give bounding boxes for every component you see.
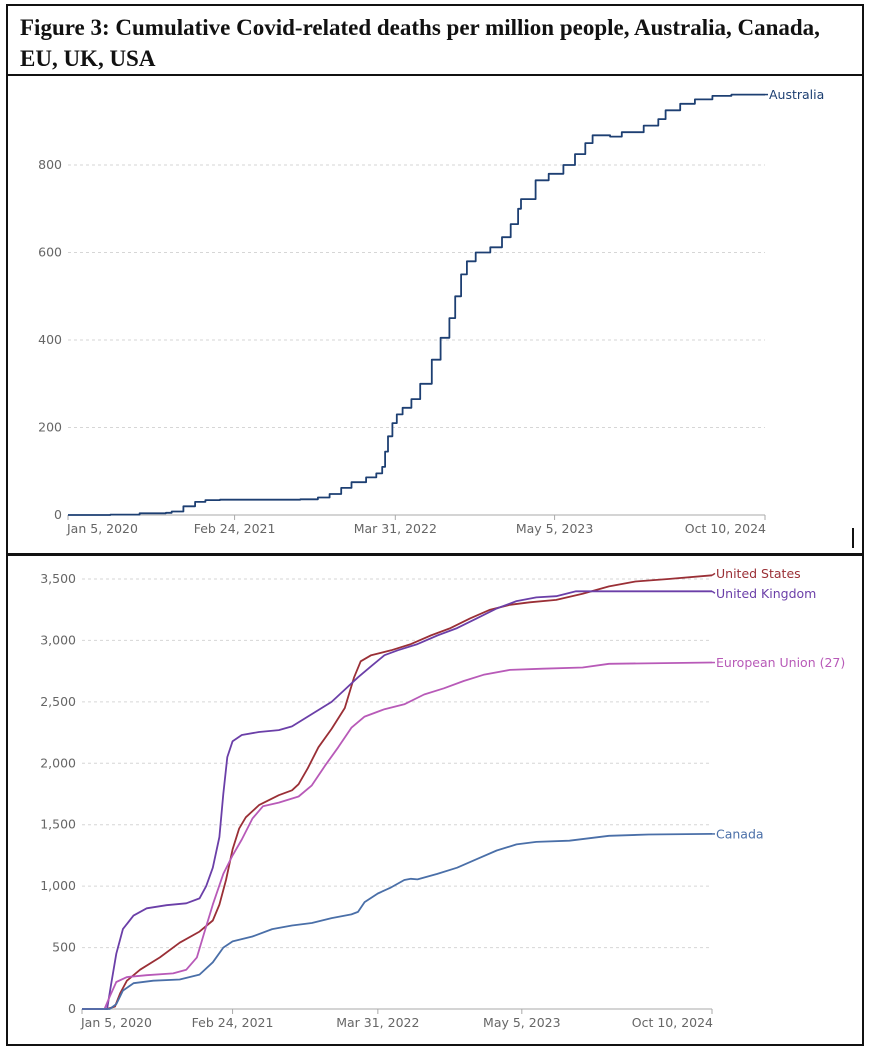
series-label-united-kingdom: United Kingdom [716, 586, 816, 601]
y-tick-label: 1,500 [40, 817, 76, 832]
x-tick-label: Mar 31, 2022 [354, 521, 437, 536]
y-tick-label: 600 [38, 245, 62, 260]
figure-title-box: Figure 3: Cumulative Covid-related death… [6, 4, 864, 76]
x-tick-label: Oct 10, 2024 [632, 1015, 713, 1030]
series-label-european-union-27: European Union (27) [716, 655, 845, 670]
series-label-united-states: United States [716, 566, 801, 581]
y-tick-label: 0 [68, 1001, 76, 1016]
x-tick-label: Oct 10, 2024 [685, 521, 766, 536]
series-line-australia [68, 93, 765, 516]
x-tick-label: Mar 31, 2022 [336, 1015, 419, 1030]
text-cursor-mark [852, 528, 854, 548]
series-line-united-kingdom [82, 590, 712, 1010]
x-tick-label: May 5, 2023 [516, 521, 594, 536]
y-tick-label: 0 [54, 507, 62, 522]
series-label-canada: Canada [716, 826, 764, 841]
series-line-european-union-27 [82, 661, 713, 1010]
series-line-canada [82, 833, 713, 1010]
x-tick-label: Feb 24, 2021 [194, 521, 276, 536]
y-tick-label: 200 [38, 420, 62, 435]
x-tick-label: Feb 24, 2021 [192, 1015, 274, 1030]
x-tick-label: Jan 5, 2020 [80, 1015, 152, 1030]
y-tick-label: 2,500 [40, 694, 76, 709]
label-connector [711, 590, 716, 594]
figure-title: Figure 3: Cumulative Covid-related death… [20, 15, 820, 71]
y-tick-label: 1,000 [40, 878, 76, 893]
y-tick-label: 3,000 [40, 632, 76, 647]
x-tick-label: Jan 5, 2020 [66, 521, 138, 536]
y-tick-label: 500 [52, 940, 76, 955]
y-tick-label: 2,000 [40, 755, 76, 770]
label-connector [711, 572, 716, 576]
y-tick-label: 3,500 [40, 571, 76, 586]
panel-divider [6, 553, 864, 556]
y-tick-label: 800 [38, 157, 62, 172]
x-tick-label: May 5, 2023 [483, 1015, 561, 1030]
series-line-united-states [82, 574, 713, 1010]
series-label-australia: Australia [769, 87, 824, 102]
y-tick-label: 400 [38, 332, 62, 347]
